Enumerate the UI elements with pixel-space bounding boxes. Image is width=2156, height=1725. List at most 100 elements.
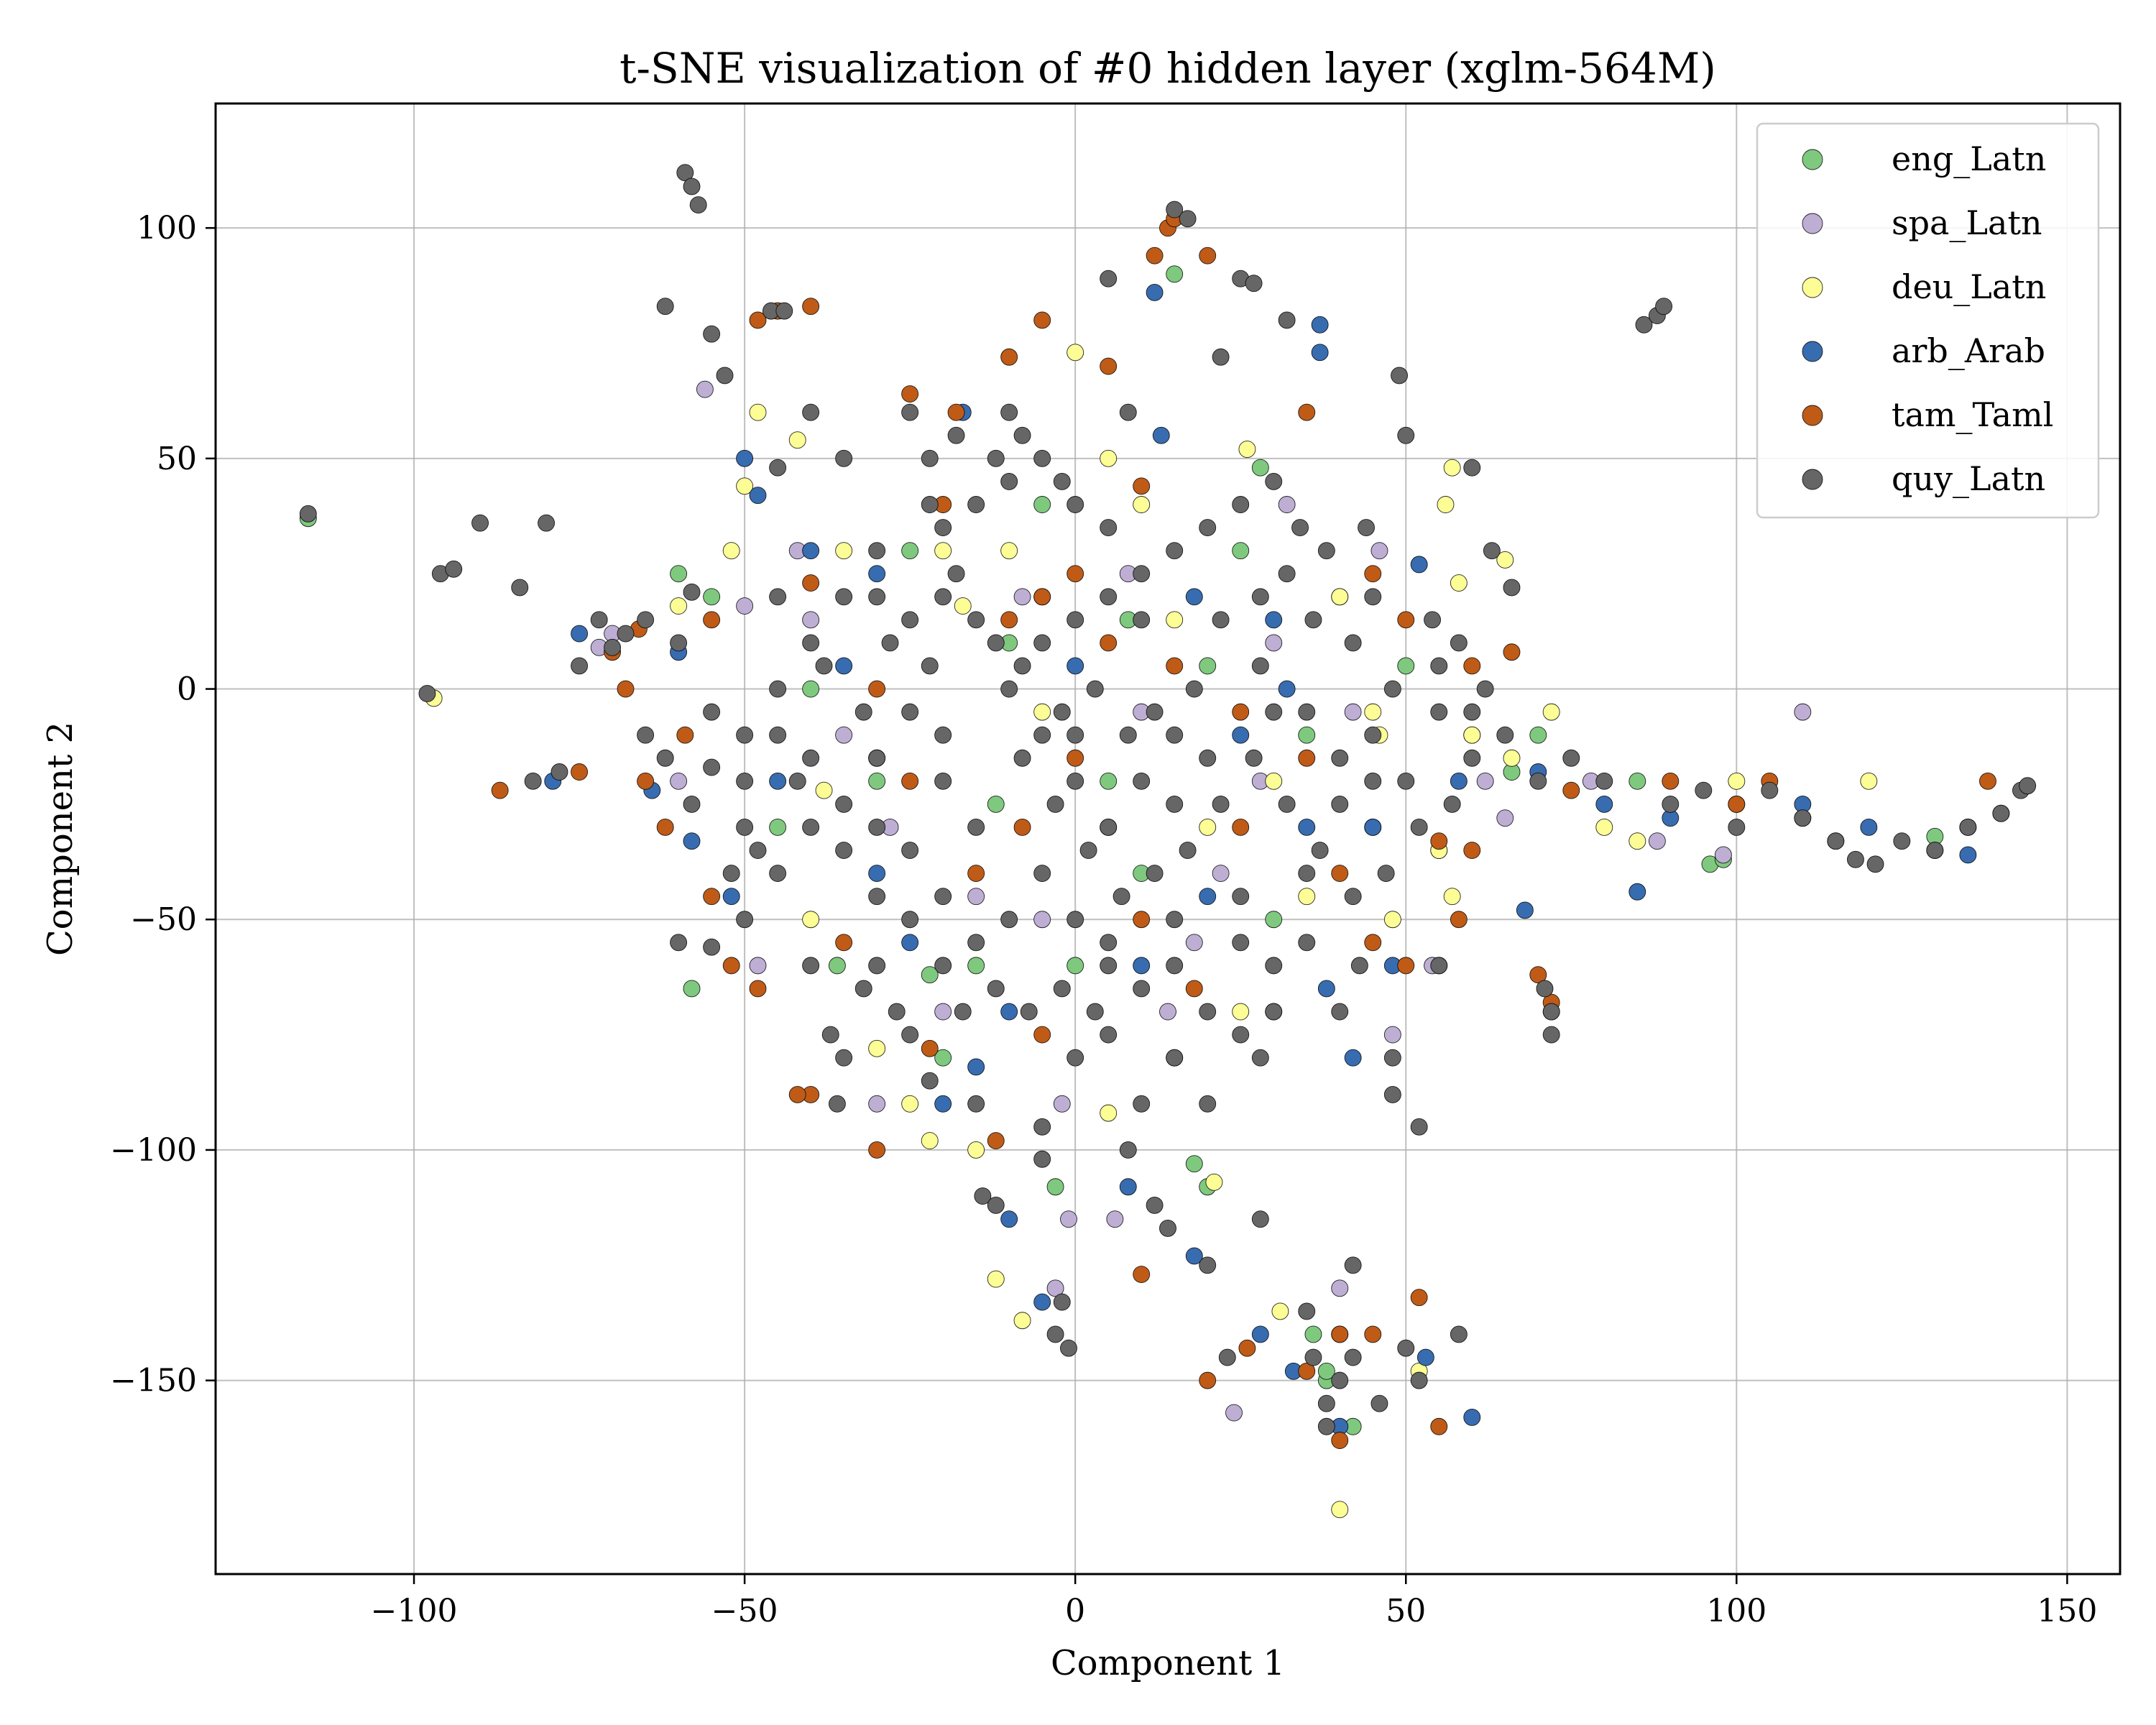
data-point — [802, 611, 820, 629]
data-point — [802, 911, 820, 929]
data-point — [1860, 772, 1878, 790]
data-point — [1133, 1266, 1151, 1284]
data-point — [947, 403, 965, 421]
data-point — [1033, 911, 1051, 929]
data-point — [1443, 795, 1461, 813]
y-tick-label: 100 — [137, 210, 197, 247]
data-point — [1416, 1348, 1434, 1366]
data-point — [1397, 772, 1415, 790]
legend: eng_Latn spa_Latn deu_Latn arb_Arab tam_Taml… — [1756, 122, 2100, 519]
series-eng_Latn — [299, 265, 2010, 1435]
data-point — [1265, 957, 1283, 975]
data-point — [1304, 1348, 1322, 1366]
data-point — [1331, 1003, 1349, 1021]
data-point — [670, 934, 688, 952]
data-point — [683, 980, 701, 998]
data-point — [722, 542, 740, 560]
data-point — [1410, 1118, 1428, 1136]
data-point — [1000, 403, 1018, 421]
data-point — [1516, 901, 1534, 919]
data-point — [749, 842, 767, 859]
data-point — [1179, 842, 1197, 859]
data-point — [1166, 201, 1184, 218]
data-point — [1146, 865, 1164, 883]
data-point — [656, 749, 674, 767]
data-point — [835, 726, 853, 744]
data-point — [1364, 1325, 1382, 1343]
data-point — [868, 772, 886, 790]
data-point — [1046, 1279, 1064, 1297]
data-point — [901, 542, 919, 560]
data-point — [1046, 1178, 1064, 1196]
data-point — [637, 772, 655, 790]
data-point — [722, 865, 740, 883]
data-point — [1463, 703, 1481, 721]
data-point — [617, 680, 635, 698]
data-point — [1100, 449, 1118, 467]
data-point — [571, 657, 589, 675]
data-point — [2019, 777, 2037, 795]
data-point — [1496, 726, 1514, 744]
data-point — [418, 685, 436, 702]
data-point — [604, 638, 622, 656]
series-arb_Arab — [544, 284, 1977, 1435]
data-point — [1179, 210, 1197, 228]
data-point — [445, 560, 463, 578]
data-point — [1212, 611, 1230, 629]
data-point — [1020, 1003, 1038, 1021]
data-point — [769, 819, 787, 836]
data-point — [1033, 726, 1051, 744]
data-point — [1595, 795, 1613, 813]
legend-marker — [1802, 469, 1823, 490]
data-point — [934, 957, 952, 975]
data-point — [1265, 911, 1283, 929]
data-point — [835, 449, 853, 467]
data-point — [1166, 911, 1184, 929]
data-point — [1503, 643, 1521, 661]
data-point — [974, 1187, 992, 1205]
data-point — [491, 781, 509, 799]
data-point — [1397, 957, 1415, 975]
data-point — [1437, 496, 1455, 513]
data-point — [1100, 1104, 1118, 1122]
data-point — [821, 1026, 839, 1044]
data-point — [1133, 957, 1151, 975]
legend-marker — [1802, 149, 1823, 170]
data-point — [1364, 565, 1382, 583]
data-point — [1232, 1026, 1250, 1044]
data-point — [901, 934, 919, 952]
data-point — [1232, 1003, 1250, 1021]
data-point — [1298, 865, 1316, 883]
data-point — [1265, 634, 1283, 652]
data-point — [1086, 680, 1104, 698]
data-point — [1628, 772, 1646, 790]
data-point — [1046, 795, 1064, 813]
data-point — [1199, 1095, 1217, 1113]
data-point — [1278, 311, 1296, 329]
data-point — [1331, 1432, 1349, 1449]
data-point — [1450, 574, 1468, 592]
data-point — [1067, 911, 1084, 929]
data-point — [1298, 403, 1316, 421]
data-point — [1251, 459, 1269, 477]
data-point — [1503, 749, 1521, 767]
legend-marker — [1802, 213, 1823, 234]
data-point — [1317, 542, 1335, 560]
data-point — [967, 865, 985, 883]
data-point — [1000, 472, 1018, 490]
data-point — [1133, 477, 1151, 495]
data-point — [1979, 772, 1996, 790]
data-point — [1265, 611, 1283, 629]
data-point — [1100, 957, 1118, 975]
data-point — [1383, 911, 1401, 929]
data-point — [1185, 1155, 1203, 1173]
data-point — [868, 565, 886, 583]
data-point — [689, 196, 707, 214]
data-point — [1112, 888, 1130, 906]
series-deu_Latn — [425, 344, 1878, 1519]
data-point — [1079, 842, 1097, 859]
y-tick-label: 0 — [177, 671, 197, 708]
data-point — [1595, 819, 1613, 836]
data-point — [1013, 819, 1031, 836]
data-point — [1000, 1003, 1018, 1021]
